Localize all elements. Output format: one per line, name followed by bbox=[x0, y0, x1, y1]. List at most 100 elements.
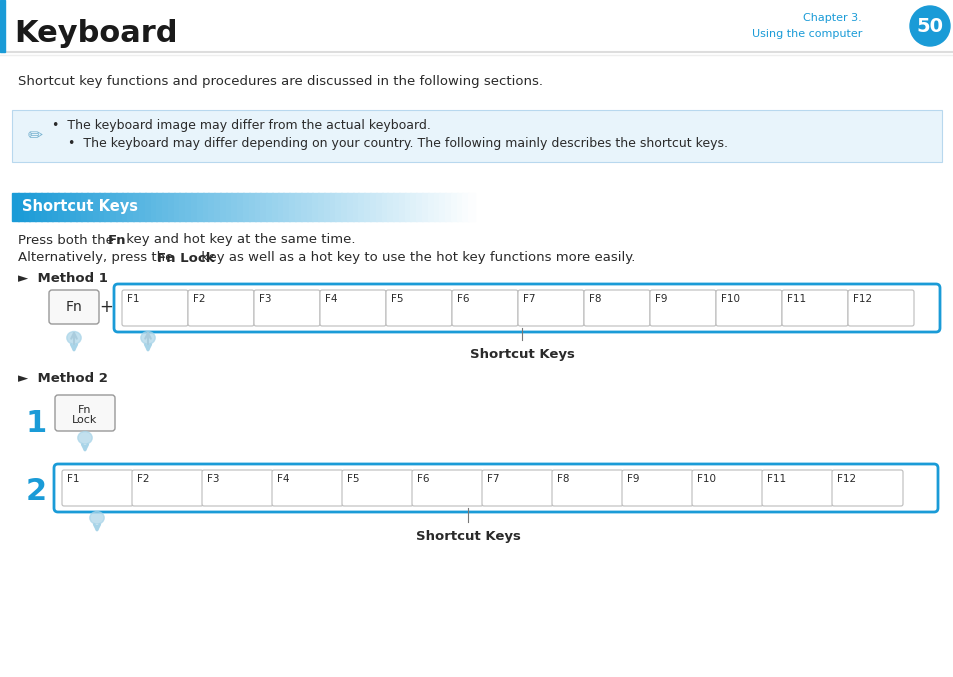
Text: Fn: Fn bbox=[66, 300, 82, 314]
Bar bbox=[364, 193, 371, 221]
FancyBboxPatch shape bbox=[481, 470, 553, 506]
Text: F2: F2 bbox=[137, 474, 150, 484]
Text: 2: 2 bbox=[26, 477, 47, 506]
Bar bbox=[202, 193, 209, 221]
Bar bbox=[433, 193, 440, 221]
Text: F12: F12 bbox=[852, 294, 871, 304]
Bar bbox=[398, 193, 405, 221]
Text: Lock: Lock bbox=[72, 415, 97, 425]
Bar bbox=[317, 193, 325, 221]
Text: F5: F5 bbox=[347, 474, 359, 484]
Bar bbox=[70, 193, 76, 221]
Bar bbox=[98, 193, 105, 221]
Bar bbox=[208, 193, 214, 221]
Bar bbox=[330, 193, 336, 221]
Text: F9: F9 bbox=[626, 474, 639, 484]
Bar bbox=[133, 193, 140, 221]
Bar bbox=[249, 193, 255, 221]
Bar bbox=[139, 193, 146, 221]
FancyBboxPatch shape bbox=[49, 290, 99, 324]
Bar bbox=[410, 193, 416, 221]
Bar bbox=[243, 193, 250, 221]
Bar bbox=[306, 193, 313, 221]
Bar bbox=[156, 193, 163, 221]
Bar bbox=[416, 193, 422, 221]
Bar bbox=[347, 193, 354, 221]
Bar bbox=[220, 193, 227, 221]
Bar bbox=[289, 193, 295, 221]
Text: Keyboard: Keyboard bbox=[14, 20, 177, 49]
FancyBboxPatch shape bbox=[716, 290, 781, 326]
FancyBboxPatch shape bbox=[113, 284, 939, 332]
Bar bbox=[456, 193, 463, 221]
FancyBboxPatch shape bbox=[272, 470, 343, 506]
FancyBboxPatch shape bbox=[621, 470, 692, 506]
Text: F4: F4 bbox=[325, 294, 337, 304]
FancyBboxPatch shape bbox=[202, 470, 273, 506]
Bar bbox=[24, 193, 30, 221]
Text: F11: F11 bbox=[786, 294, 805, 304]
FancyBboxPatch shape bbox=[122, 290, 188, 326]
Bar bbox=[323, 193, 331, 221]
Bar bbox=[213, 193, 221, 221]
Bar bbox=[260, 193, 267, 221]
Text: Fn: Fn bbox=[78, 405, 91, 415]
Bar bbox=[421, 193, 428, 221]
FancyBboxPatch shape bbox=[188, 290, 253, 326]
Bar bbox=[370, 193, 376, 221]
Text: F11: F11 bbox=[766, 474, 785, 484]
Bar bbox=[162, 193, 169, 221]
Bar bbox=[272, 193, 278, 221]
Text: F9: F9 bbox=[655, 294, 667, 304]
Bar bbox=[92, 193, 99, 221]
Text: Shortcut Keys: Shortcut Keys bbox=[469, 348, 574, 361]
Bar bbox=[358, 193, 365, 221]
Bar bbox=[191, 193, 197, 221]
Ellipse shape bbox=[78, 431, 92, 444]
Text: F3: F3 bbox=[258, 294, 272, 304]
Text: F4: F4 bbox=[276, 474, 289, 484]
Bar bbox=[41, 193, 48, 221]
Text: •  The keyboard image may differ from the actual keyboard.: • The keyboard image may differ from the… bbox=[52, 118, 431, 131]
Bar bbox=[266, 193, 273, 221]
Bar bbox=[387, 193, 394, 221]
FancyBboxPatch shape bbox=[253, 290, 319, 326]
Bar bbox=[427, 193, 435, 221]
Bar bbox=[439, 193, 446, 221]
Circle shape bbox=[909, 6, 949, 46]
Bar bbox=[381, 193, 388, 221]
Text: F7: F7 bbox=[522, 294, 535, 304]
Ellipse shape bbox=[67, 332, 81, 344]
Text: +: + bbox=[99, 298, 112, 316]
Bar bbox=[151, 193, 157, 221]
FancyBboxPatch shape bbox=[691, 470, 762, 506]
Bar bbox=[122, 193, 129, 221]
Text: F10: F10 bbox=[720, 294, 740, 304]
Text: F6: F6 bbox=[416, 474, 429, 484]
FancyBboxPatch shape bbox=[12, 110, 941, 162]
Text: F2: F2 bbox=[193, 294, 205, 304]
Bar bbox=[300, 193, 307, 221]
Bar bbox=[341, 193, 348, 221]
FancyBboxPatch shape bbox=[412, 470, 482, 506]
Ellipse shape bbox=[90, 512, 104, 524]
Text: F7: F7 bbox=[486, 474, 499, 484]
Bar bbox=[468, 193, 475, 221]
Bar bbox=[445, 193, 452, 221]
Bar bbox=[237, 193, 244, 221]
Bar bbox=[462, 193, 469, 221]
Text: F10: F10 bbox=[697, 474, 716, 484]
Bar bbox=[81, 193, 88, 221]
Text: 50: 50 bbox=[916, 16, 943, 35]
FancyBboxPatch shape bbox=[341, 470, 413, 506]
Bar bbox=[75, 193, 82, 221]
Bar bbox=[52, 193, 59, 221]
Ellipse shape bbox=[141, 332, 155, 344]
Bar bbox=[254, 193, 261, 221]
FancyBboxPatch shape bbox=[55, 395, 115, 431]
Bar bbox=[145, 193, 152, 221]
Bar bbox=[185, 193, 192, 221]
Text: ✏: ✏ bbox=[28, 127, 43, 145]
Text: key as well as a hot key to use the hot key functions more easily.: key as well as a hot key to use the hot … bbox=[196, 251, 635, 265]
Bar bbox=[12, 193, 19, 221]
